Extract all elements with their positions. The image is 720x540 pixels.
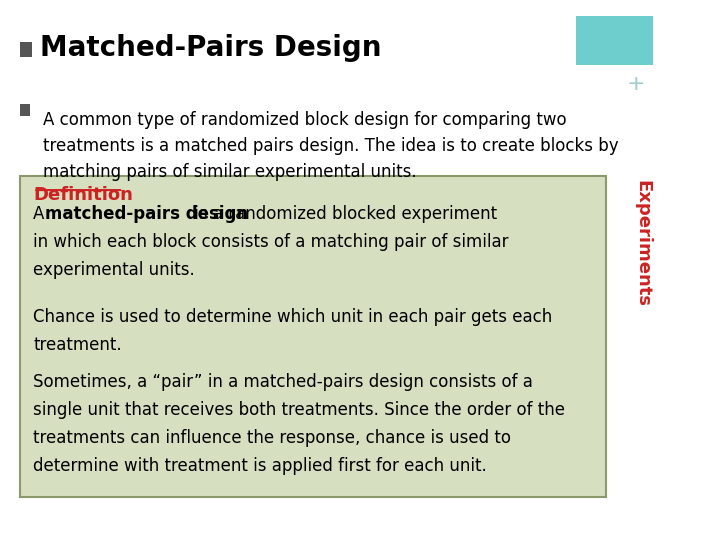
Text: Sometimes, a “pair” in a matched-pairs design consists of a: Sometimes, a “pair” in a matched-pairs d…	[33, 373, 534, 390]
Text: in which each block consists of a matching pair of similar: in which each block consists of a matchi…	[33, 233, 509, 251]
Text: A common type of randomized block design for comparing two: A common type of randomized block design…	[43, 111, 567, 129]
Text: treatment.: treatment.	[33, 336, 122, 354]
Text: is a randomized blocked experiment: is a randomized blocked experiment	[189, 205, 498, 223]
Text: treatments is a matched pairs design. The idea is to create blocks by: treatments is a matched pairs design. Th…	[43, 137, 619, 154]
FancyBboxPatch shape	[20, 176, 606, 497]
Text: +: +	[627, 73, 645, 94]
Text: Experiments: Experiments	[634, 179, 652, 307]
Text: matched-pairs design: matched-pairs design	[45, 205, 248, 223]
Text: treatments can influence the response, chance is used to: treatments can influence the response, c…	[33, 429, 511, 447]
Text: A: A	[33, 205, 50, 223]
Text: single unit that receives both treatments. Since the order of the: single unit that receives both treatment…	[33, 401, 565, 418]
Text: determine with treatment is applied first for each unit.: determine with treatment is applied firs…	[33, 457, 487, 475]
Text: Definition: Definition	[33, 186, 133, 204]
Bar	[20, 42, 32, 57]
Text: matching pairs of similar experimental units.: matching pairs of similar experimental u…	[43, 163, 417, 180]
Text: experimental units.: experimental units.	[33, 261, 195, 279]
FancyBboxPatch shape	[576, 16, 653, 65]
Text: Matched-Pairs Design: Matched-Pairs Design	[40, 33, 382, 62]
Text: Chance is used to determine which unit in each pair gets each: Chance is used to determine which unit i…	[33, 308, 552, 326]
Bar	[20, 104, 30, 116]
